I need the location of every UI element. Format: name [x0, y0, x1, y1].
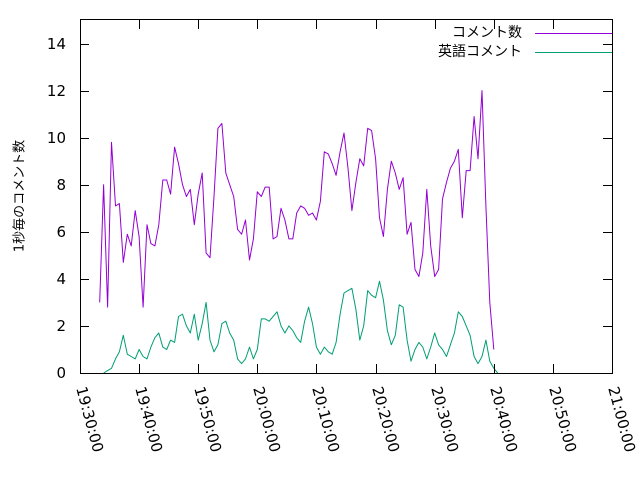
y-tick-label: 12: [47, 82, 66, 100]
y-tick-label: 10: [47, 129, 66, 147]
y-axis-label: 1秒毎のコメント数: [12, 140, 28, 252]
legend-label: コメント数: [452, 25, 522, 41]
series-line-0: [99, 90, 495, 350]
y-axis: 0 2 4 6 8 10 12 14: [47, 35, 612, 382]
y-tick-label: 8: [56, 176, 66, 194]
y-tick-label: 14: [47, 35, 66, 53]
y-tick-label: 0: [56, 364, 66, 382]
series-line-1: [103, 280, 499, 374]
y-tick-label: 6: [56, 223, 66, 241]
y-tick-label: 4: [56, 270, 66, 288]
legend-label: 英語コメント: [438, 43, 522, 60]
plot-lines: [99, 90, 499, 374]
plot-frame: [80, 19, 613, 374]
y-tick-label: 2: [56, 317, 66, 335]
